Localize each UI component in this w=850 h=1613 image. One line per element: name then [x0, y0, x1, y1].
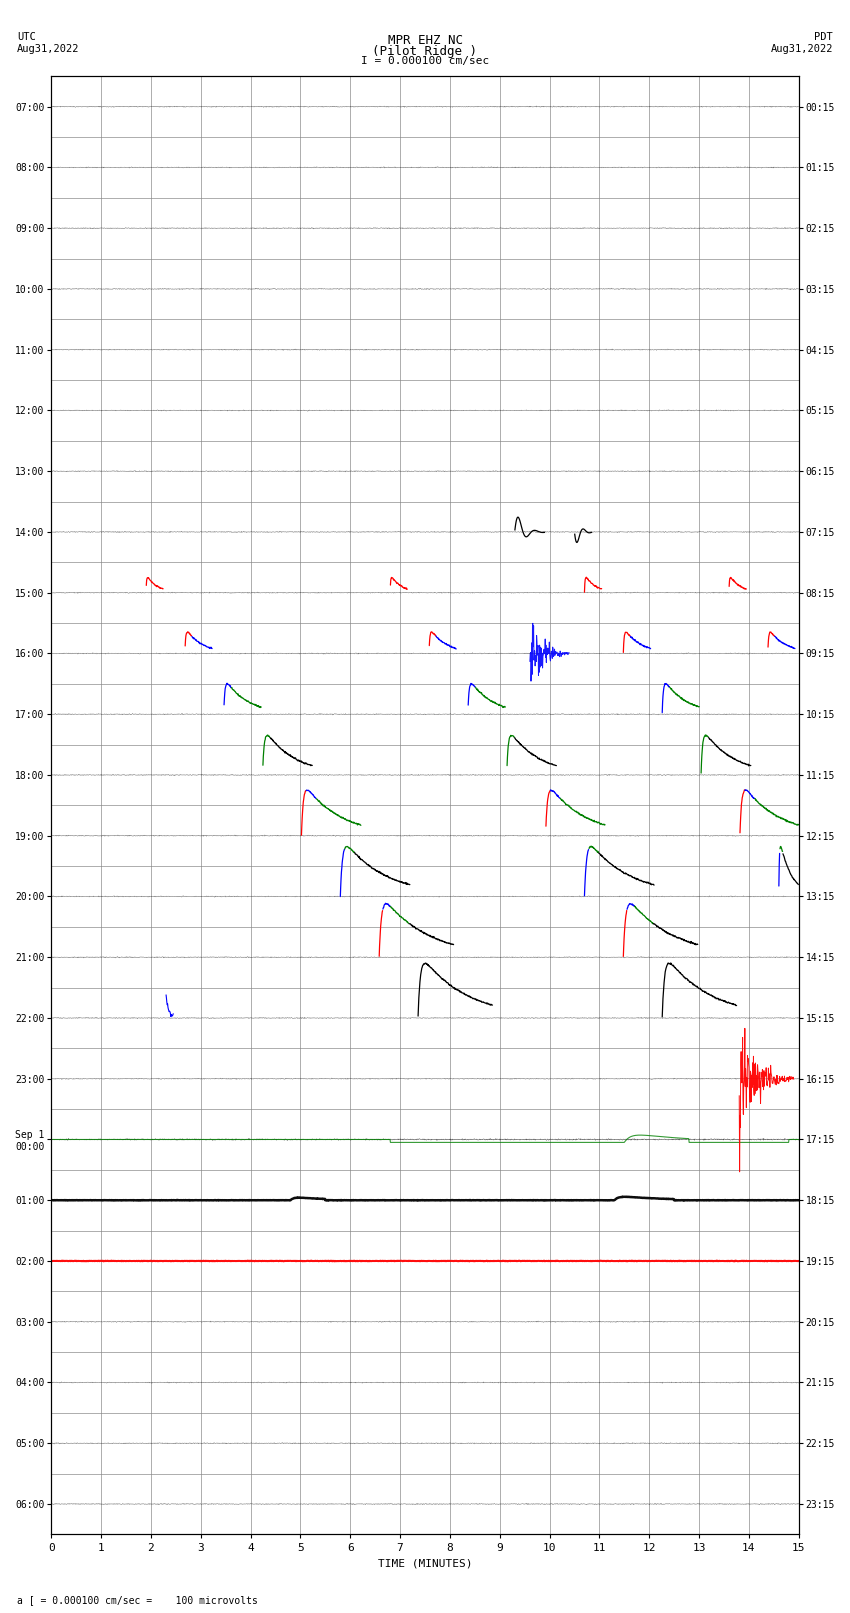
- X-axis label: TIME (MINUTES): TIME (MINUTES): [377, 1560, 473, 1569]
- Text: a [ = 0.000100 cm/sec =    100 microvolts: a [ = 0.000100 cm/sec = 100 microvolts: [17, 1595, 258, 1605]
- Text: PDT
Aug31,2022: PDT Aug31,2022: [770, 32, 833, 53]
- Text: (Pilot Ridge ): (Pilot Ridge ): [372, 45, 478, 58]
- Text: I = 0.000100 cm/sec: I = 0.000100 cm/sec: [361, 56, 489, 66]
- Text: MPR EHZ NC: MPR EHZ NC: [388, 34, 462, 47]
- Text: UTC
Aug31,2022: UTC Aug31,2022: [17, 32, 80, 53]
